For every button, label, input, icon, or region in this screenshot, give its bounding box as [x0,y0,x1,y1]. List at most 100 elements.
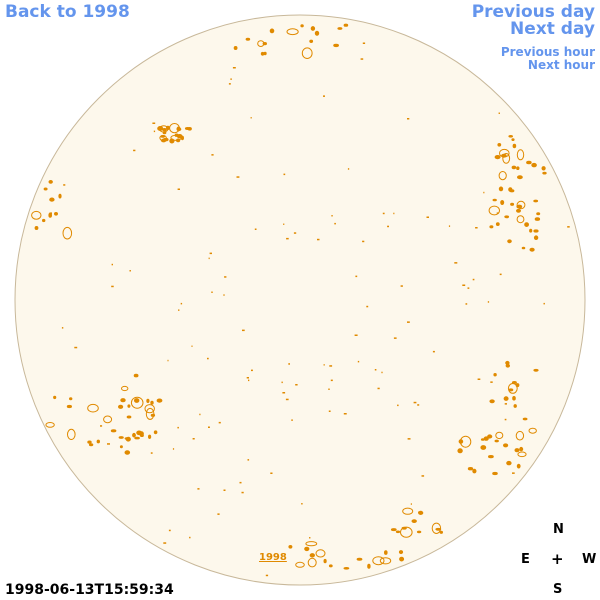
contour-speck [498,112,500,114]
contour-speck [211,154,214,156]
contour-speck [323,364,325,366]
contour-mark [66,404,73,409]
contour-speck [381,371,383,374]
contour-mark [176,126,181,132]
contour-mark [497,143,502,147]
contour-mark [500,200,505,205]
contour-mark [493,373,497,377]
contour-speck [177,426,179,429]
contour-mark [528,427,537,434]
magnetic-contours [31,23,570,577]
contour-speck [504,403,507,405]
contour-mark [494,155,501,160]
contour-mark [118,436,124,439]
contour-mark [542,171,547,175]
contour-mark [257,40,265,47]
contour-mark [269,28,275,34]
contour-mark [511,165,517,170]
contour-mark [522,417,528,421]
contour-speck [247,459,250,461]
contour-speck [111,285,114,288]
contour-speck [417,404,420,406]
contour-mark [514,448,520,453]
previous-day-link[interactable]: Previous day [471,2,595,22]
contour-mark [45,422,55,428]
previous-hour-link[interactable]: Previous hour [500,45,595,59]
contour-mark [507,239,512,244]
contour-speck [177,188,180,190]
contour-mark [372,556,385,566]
contour-speck [209,252,212,255]
contour-speck [496,212,499,214]
contour-speck [242,329,245,332]
contour-speck [512,472,515,474]
contour-mark [133,373,139,378]
contour-mark [304,546,310,552]
contour-mark [119,445,123,449]
contour-speck [232,67,236,69]
contour-mark [233,46,238,50]
contour-speck [251,369,253,372]
next-hour-link[interactable]: Next hour [527,58,595,72]
contour-mark [67,428,76,440]
contour-mark [34,226,39,230]
contour-mark [495,222,500,227]
contour-speck [223,489,226,491]
contour-speck [107,443,110,445]
contour-mark [367,563,371,569]
contour-speck [354,334,358,336]
contour-mark [489,399,495,404]
contour-mark [533,229,539,233]
contour-mark [515,430,525,441]
contour-mark [492,471,498,476]
contour-speck [191,345,193,347]
contour-mark [529,228,533,233]
contour-speck [163,542,167,544]
contour-mark [337,27,343,30]
contour-mark [162,128,167,132]
contour-mark [145,407,155,420]
contour-speck [172,448,175,450]
contour-mark [121,385,129,392]
contour-speck [407,438,411,440]
contour-speck [283,173,286,176]
contour-speck [421,475,425,477]
contour-mark [526,160,532,165]
contour-speck [487,301,490,303]
contour-mark [127,404,131,408]
year-link[interactable]: 1998 [259,552,287,563]
contour-mark [534,217,541,221]
contour-mark [96,439,101,444]
next-day-link[interactable]: Next day [510,19,595,39]
contour-mark [343,23,349,27]
contour-mark [301,47,313,60]
contour-speck [250,117,252,119]
contour-mark [400,526,413,538]
contour-mark [516,215,525,224]
contour-mark [323,558,327,564]
contour-mark [508,187,513,192]
contour-mark [305,541,318,547]
contour-speck [189,536,191,539]
contour-speck [241,491,244,494]
contour-mark [431,522,442,534]
contour-speck [197,488,200,490]
contour-mark [503,396,509,401]
contour-speck [285,398,289,401]
compass-east-label: E [521,552,530,567]
contour-speck [211,291,213,293]
contour-mark [125,436,131,442]
contour-mark [309,39,314,43]
contour-speck [504,418,507,421]
contour-mark [498,186,504,192]
contour-mark [517,175,523,180]
contour-speck [330,379,333,382]
contour-speck [543,302,545,305]
back-to-year-link[interactable]: Back to 1998 [5,2,130,22]
contour-mark [69,397,73,401]
contour-speck [63,184,66,186]
contour-mark [512,143,517,149]
contour-speck [454,262,458,264]
contour-speck [192,438,195,440]
